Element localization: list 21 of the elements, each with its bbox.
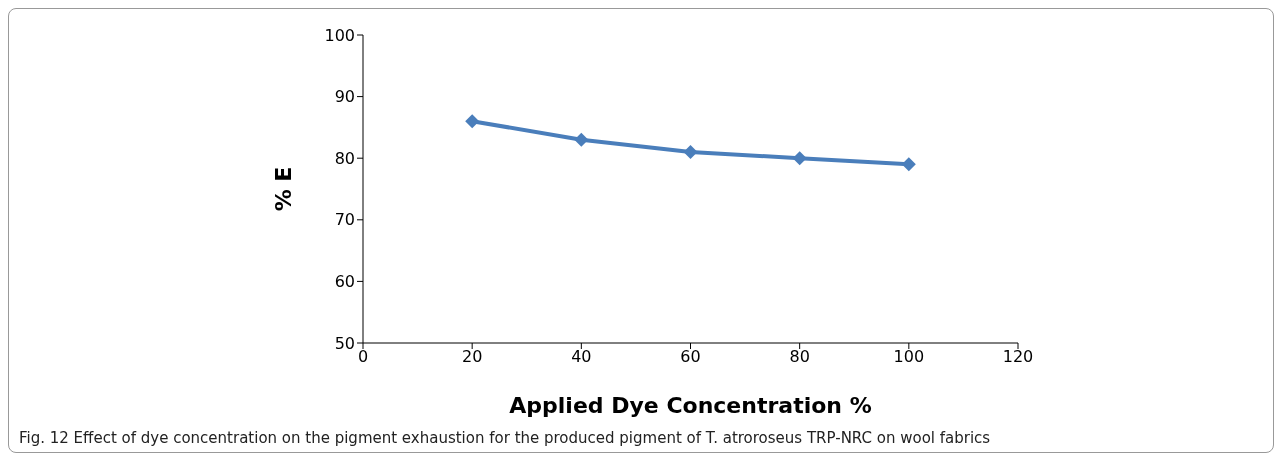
y-tick-label: 70	[334, 210, 355, 230]
point	[901, 157, 916, 172]
x-tick-label: 100	[893, 347, 925, 367]
y-tick-label: 60	[334, 272, 355, 292]
y-tick-label: 90	[334, 87, 355, 107]
x-tick-label: 0	[357, 347, 369, 367]
point	[683, 145, 698, 160]
x-tick-label: 40	[571, 347, 592, 367]
point	[465, 114, 480, 129]
x-tick-label: 60	[680, 347, 701, 367]
y-tick-label: 80	[334, 148, 355, 168]
point	[574, 132, 589, 147]
x-tick-label: 20	[461, 347, 483, 367]
x-axis-title: Applied Dye Concentration %	[509, 393, 872, 418]
y-tick-label: 50	[334, 333, 355, 353]
x-tick-label: 120	[1002, 347, 1034, 367]
y-axis-title: % E	[270, 166, 296, 212]
x-tick-label: 80	[789, 347, 810, 367]
point	[792, 151, 807, 166]
y-tick-label: 100	[324, 25, 355, 45]
caption: Fig. 12 Effect of dye concentration on the pigment exhaustion for the produced pigment of T. atroroseus TRP-NRC on wool fabrics	[19, 429, 991, 447]
